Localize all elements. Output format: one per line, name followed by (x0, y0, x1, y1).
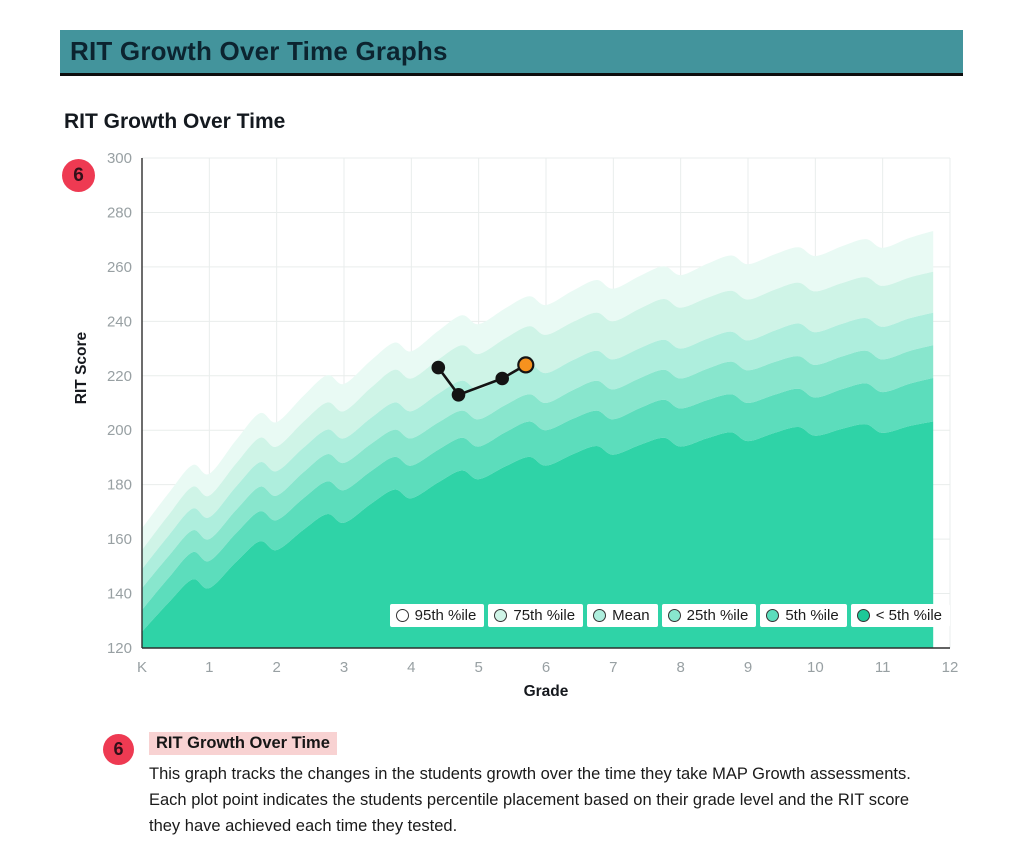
legend-label: 75th %ile (513, 607, 576, 624)
x-tick-label: 8 (676, 659, 684, 676)
x-tick-label: 7 (609, 659, 617, 676)
y-tick-label: 160 (107, 531, 132, 548)
x-tick-label: 12 (942, 659, 959, 676)
legend-item: 25th %ile (661, 604, 757, 627)
percentile-band-2 (142, 312, 934, 589)
y-axis-title: RIT Score (73, 331, 90, 404)
y-tick-label: 280 (107, 204, 132, 221)
percentile-band-3 (142, 345, 934, 610)
legend-item: 95th %ile (389, 604, 485, 627)
x-tick-label: 3 (340, 659, 348, 676)
x-tick-label: 5 (474, 659, 482, 676)
x-tick-label: 1 (205, 659, 213, 676)
y-tick-label: 140 (107, 586, 132, 603)
x-tick-label: 4 (407, 659, 415, 676)
legend-item: 5th %ile (760, 604, 847, 627)
chart-legend: 95th %ile 75th %ile Mean 25th %ile 5th %ile <… (389, 604, 950, 627)
x-tick-label: 11 (875, 659, 891, 676)
legend-item: < 5th %ile (850, 604, 950, 627)
percentile-bands (142, 231, 934, 648)
legend-label: 5th %ile (785, 607, 839, 624)
student-point (495, 371, 510, 386)
student-point (431, 360, 446, 375)
legend-label: 25th %ile (686, 607, 749, 624)
legend-swatch-icon (494, 609, 508, 622)
chart-title: RIT Growth Over Time (64, 110, 286, 133)
axes (141, 158, 950, 649)
y-tick-label: 240 (107, 313, 132, 330)
percentile-band-1 (142, 271, 934, 570)
page-title: RIT Growth Over Time Graphs (70, 36, 448, 66)
legend-swatch-icon (395, 609, 409, 622)
student-point-latest (517, 356, 535, 374)
legend-item: 75th %ile (488, 604, 584, 627)
chart-area: 120 140 160 180 200 220 240 260 280 300 K 1 2 3 4 5 6 7 8 9… (0, 140, 1024, 710)
legend-label: < 5th %ile (875, 607, 942, 624)
footnote-badge-6: 6 (103, 734, 134, 765)
student-point (451, 388, 466, 402)
y-tick-label: 120 (107, 640, 132, 657)
legend-swatch-icon (593, 609, 607, 622)
page-header-bar: RIT Growth Over Time Graphs (60, 30, 963, 76)
y-tick-label: 200 (107, 422, 132, 439)
y-tick-label: 260 (107, 259, 132, 276)
x-axis-title: Grade (524, 683, 569, 700)
student-series (431, 356, 535, 402)
x-tick-label: 2 (272, 659, 280, 676)
legend-item: Mean (587, 604, 658, 627)
footnote-text: RIT Growth Over Time This graph tracks t… (149, 732, 927, 840)
x-tick-label: 9 (744, 659, 752, 676)
legend-swatch-icon (856, 609, 870, 622)
percentile-band-5 (142, 421, 934, 648)
legend-label: Mean (612, 607, 650, 624)
footnote: 6 RIT Growth Over Time This graph tracks… (103, 732, 927, 840)
student-score-line (437, 363, 527, 397)
y-tick-label: 220 (107, 368, 132, 385)
footnote-body: This graph tracks the changes in the stu… (149, 765, 911, 835)
legend-label: 95th %ile (414, 607, 477, 624)
legend-swatch-icon (766, 609, 780, 622)
annotation-badge-6: 6 (62, 159, 95, 192)
percentile-band-4 (142, 378, 934, 632)
percentile-band-0 (142, 231, 934, 550)
y-tick-label: 300 (107, 150, 132, 167)
x-tick-label: 6 (542, 659, 550, 676)
x-tick-label: 10 (807, 659, 824, 676)
legend-swatch-icon (667, 609, 681, 622)
x-tick-label: K (137, 659, 147, 676)
footnote-title: RIT Growth Over Time (149, 732, 337, 755)
y-tick-label: 180 (107, 477, 132, 494)
